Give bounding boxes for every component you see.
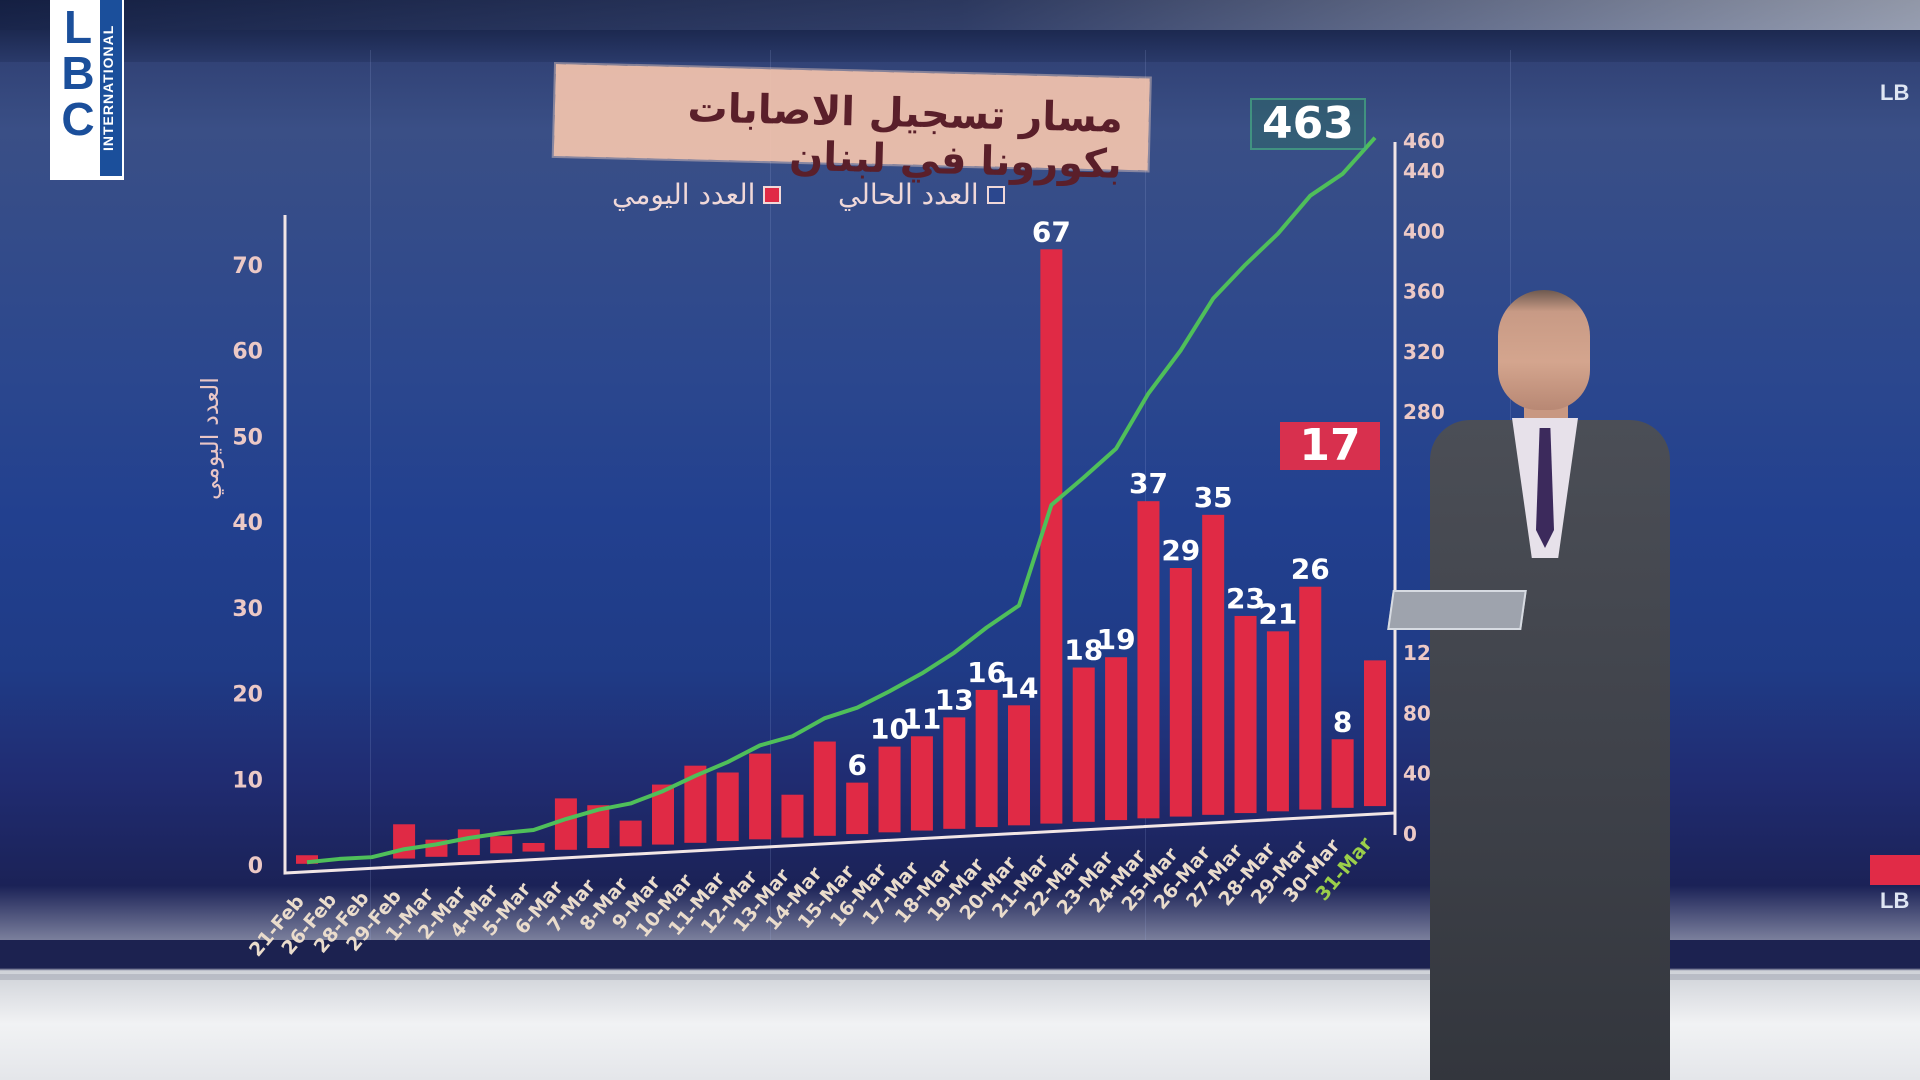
bar-value-label: 13: [935, 683, 974, 716]
bar: [910, 736, 933, 831]
cumulative-line: [306, 136, 1377, 865]
bar-value-label: 35: [1194, 481, 1233, 514]
left-axis-tick: 0: [248, 854, 263, 879]
right-axis-tick: 80: [1403, 701, 1431, 725]
bar: [684, 765, 707, 843]
logo-letter: C: [61, 93, 95, 145]
bar: [1169, 568, 1192, 817]
right-axis-tick: 400: [1403, 219, 1445, 243]
video-wall-seam: [770, 50, 771, 960]
studio-ceiling-light: [0, 0, 1920, 30]
bar: [1234, 615, 1257, 814]
edge-logo: LB: [1880, 80, 1910, 105]
bar: [490, 836, 513, 854]
edge-red-strip: [1870, 855, 1920, 885]
bar: [393, 824, 416, 859]
bar-value-label: 8: [1333, 705, 1352, 738]
bar-value-label: 37: [1129, 467, 1168, 500]
floor-edge: [0, 974, 1920, 980]
bar: [522, 842, 545, 852]
bar: [1105, 657, 1128, 821]
bar-value-label: 19: [1097, 623, 1136, 656]
bar: [587, 805, 610, 849]
legend-item-daily: العدد اليومي: [612, 178, 782, 211]
presenter-tie: [1536, 428, 1554, 548]
bar-value-label: 6: [847, 749, 866, 782]
bar-value-label: 14: [1000, 671, 1039, 704]
left-axis-tick: 70: [232, 254, 263, 279]
cumulative-total-badge: 463: [1250, 98, 1366, 150]
bar-value-label: 26: [1291, 553, 1330, 586]
bar-value-label: 29: [1161, 534, 1200, 567]
right-axis-tick: 360: [1403, 280, 1445, 304]
left-axis-tick: 20: [232, 683, 263, 708]
bar: [1266, 631, 1289, 812]
left-axis-tick: 60: [232, 340, 263, 365]
bar: [1040, 249, 1063, 824]
legend-item-cumulative: العدد الحالي: [838, 178, 1005, 211]
left-axis-tick: 50: [232, 425, 263, 450]
bar: [1072, 667, 1095, 822]
bar: [1008, 705, 1030, 826]
left-axis-line: [283, 215, 1396, 875]
left-axis-tick: 10: [232, 768, 263, 793]
bar-value-label: 67: [1032, 215, 1071, 248]
logo-letter: B: [61, 47, 95, 99]
latest-daily-badge: 17: [1280, 422, 1380, 470]
bar-value-label: 21: [1258, 597, 1297, 630]
legend-swatch-icon: [763, 185, 782, 204]
bar: [1331, 739, 1354, 808]
bar: [296, 855, 318, 864]
left-axis-tick: 40: [232, 511, 263, 536]
presenter: [1387, 290, 1680, 1080]
legend-label: العدد اليومي: [612, 178, 756, 211]
bar-value-label: 23: [1226, 582, 1265, 615]
bar: [781, 794, 804, 838]
bar: [1137, 501, 1160, 819]
bar-value-label: 11: [902, 702, 941, 735]
edge-logo: LB: [1880, 888, 1910, 913]
presenter-head: [1498, 290, 1590, 410]
left-axis-tick: 30: [232, 597, 263, 622]
bar-value-label: 10: [870, 713, 909, 746]
bar-value-label: 16: [967, 656, 1006, 689]
bar: [457, 829, 480, 856]
bar: [943, 717, 966, 829]
bar: [554, 798, 577, 850]
bar: [1202, 514, 1225, 815]
bar: [1364, 660, 1386, 807]
bar: [619, 820, 642, 847]
video-wall-seam: [370, 50, 371, 960]
bar: [846, 782, 869, 835]
bar: [716, 772, 739, 842]
bar: [975, 689, 998, 828]
bar: [813, 741, 836, 836]
right-axis-tick: 40: [1403, 762, 1431, 786]
right-axis-tick: 440: [1403, 159, 1445, 183]
right-axis-tick: 280: [1403, 400, 1445, 424]
right-axis-tick: 0: [1403, 822, 1417, 846]
right-axis-tick: 460: [1403, 129, 1445, 153]
presenter-tablet: [1387, 590, 1527, 630]
bar: [1299, 586, 1322, 810]
bar: [652, 784, 674, 845]
bar-value-label: 18: [1064, 634, 1103, 667]
legend-swatch-icon: [986, 185, 1005, 204]
legend-label: العدد الحالي: [838, 178, 979, 211]
right-axis-tick: 320: [1403, 340, 1445, 364]
bar: [878, 746, 901, 833]
logo-letter: L: [63, 1, 93, 53]
bar: [749, 753, 772, 840]
